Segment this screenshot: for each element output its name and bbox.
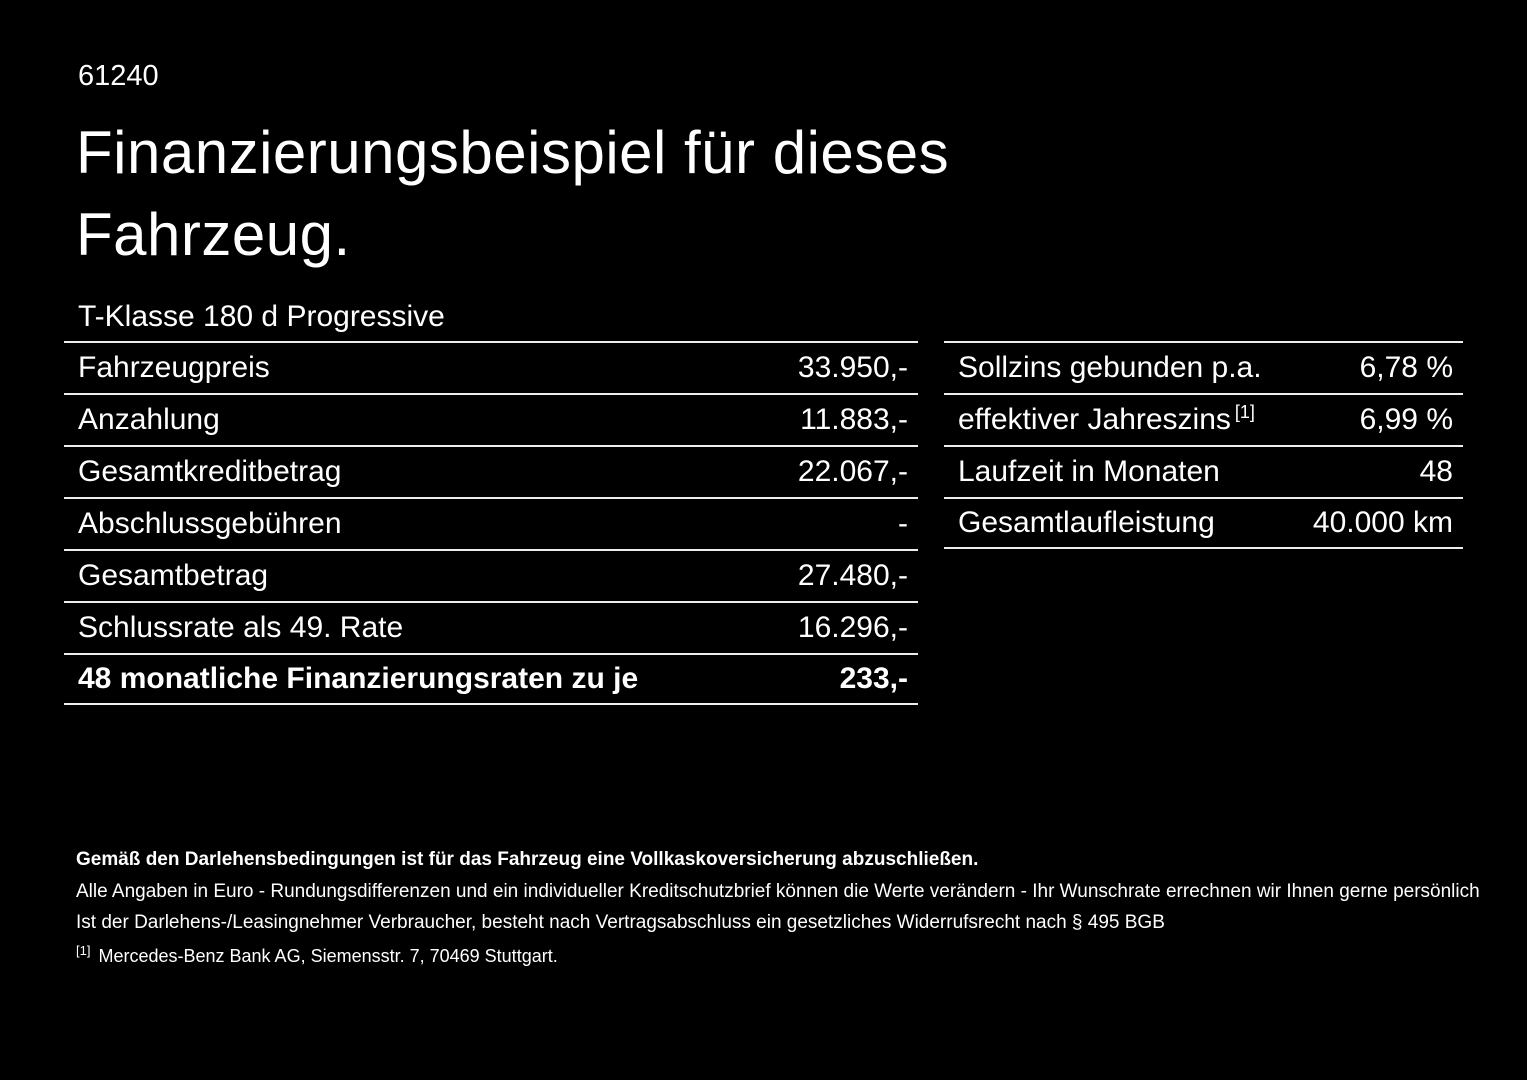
vehicle-name: T-Klasse 180 d Progressive (78, 300, 445, 333)
row-value: 33.950,- (797, 351, 908, 384)
page-title: Finanzierungsbeispiel für dieses Fahrzeu… (76, 119, 950, 268)
table-row: Gesamtkreditbetrag 22.067,- (64, 445, 918, 497)
footnote-marker: [1] (76, 943, 91, 958)
row-value: 48 (1419, 455, 1453, 488)
row-label: Schlussrate als 49. Rate (78, 611, 404, 644)
row-label: 48 monatliche Finanzierungsraten zu je (78, 662, 639, 695)
row-label: effektiver Jahreszins [1] (958, 402, 1255, 436)
row-label: Laufzeit in Monaten (958, 455, 1220, 488)
table-row: Schlussrate als 49. Rate 16.296,- (64, 601, 918, 653)
row-value: 27.480,- (797, 559, 908, 592)
row-value: 40.000 km (1312, 506, 1453, 539)
footer-note-disclaimer: Alle Angaben in Euro - Rundungsdifferenz… (76, 881, 1480, 902)
table-row: Laufzeit in Monaten 48 (944, 445, 1463, 497)
row-label: Sollzins gebunden p.a. (958, 351, 1262, 384)
row-value: 6,99 % (1359, 403, 1453, 436)
row-value: 22.067,- (797, 455, 908, 488)
row-label: Gesamtkreditbetrag (78, 455, 342, 488)
table-row-monthly-rate: 48 monatliche Finanzierungsraten zu je 2… (64, 653, 918, 705)
row-value: 6,78 % (1359, 351, 1453, 384)
row-value: 233,- (839, 662, 908, 695)
footer-note-insurance: Gemäß den Darlehensbedingungen ist für d… (76, 849, 979, 870)
row-value: - (898, 507, 908, 540)
financing-table-right: Sollzins gebunden p.a. 6,78 % effektiver… (944, 341, 1463, 549)
doc-number: 61240 (78, 60, 159, 92)
table-row: effektiver Jahreszins [1] 6,99 % (944, 393, 1463, 445)
footer-note-withdrawal: Ist der Darlehens-/Leasingnehmer Verbrau… (76, 912, 1165, 933)
table-row: Gesamtbetrag 27.480,- (64, 549, 918, 601)
table-row: Sollzins gebunden p.a. 6,78 % (944, 341, 1463, 393)
row-value: 11.883,- (800, 403, 908, 436)
row-label: Fahrzeugpreis (78, 351, 270, 384)
table-row: Gesamtlaufleistung 40.000 km (944, 497, 1463, 549)
row-label: Anzahlung (78, 403, 220, 436)
footnote-text: Mercedes-Benz Bank AG, Siemensstr. 7, 70… (98, 946, 558, 966)
financing-table-left: Fahrzeugpreis 33.950,- Anzahlung 11.883,… (64, 341, 918, 705)
row-label: Gesamtbetrag (78, 559, 269, 592)
table-row: Abschlussgebühren - (64, 497, 918, 549)
table-row: Fahrzeugpreis 33.950,- (64, 341, 918, 393)
row-label: Abschlussgebühren (78, 507, 342, 540)
footnote-marker: [1] (1234, 402, 1255, 422)
table-row: Anzahlung 11.883,- (64, 393, 918, 445)
row-label: Gesamtlaufleistung (958, 506, 1215, 539)
footnote-source: [1] Mercedes-Benz Bank AG, Siemensstr. 7,… (76, 943, 558, 967)
row-value: 16.296,- (797, 611, 908, 644)
